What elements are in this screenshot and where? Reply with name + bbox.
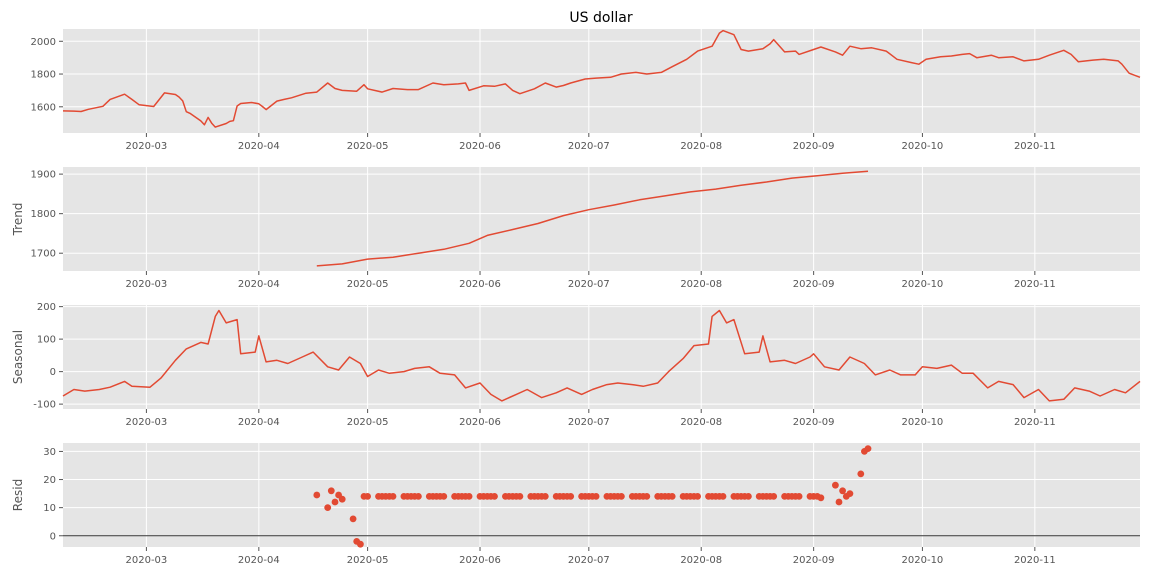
series-line [316, 170, 869, 267]
y-tick-label: 1900 [31, 170, 56, 181]
x-tick-label: 2020-07 [568, 417, 610, 428]
x-tick-label: 2020-08 [680, 279, 722, 290]
resid-point [668, 493, 676, 500]
x-tick-label: 2020-11 [1014, 141, 1056, 152]
y-tick-label: 0 [50, 367, 56, 378]
resid-point [567, 493, 575, 500]
x-tick-label: 2020-09 [793, 141, 835, 152]
x-tick-label: 2020-09 [793, 555, 835, 566]
y-axis-label: Resid [11, 479, 25, 511]
resid-point [839, 487, 846, 495]
resid-point [516, 493, 524, 500]
resid-point [618, 493, 625, 500]
y-axis-label: Trend [11, 203, 25, 237]
resid-point [327, 487, 335, 495]
y-tick-label: 0 [50, 531, 56, 542]
y-tick-label: 30 [43, 447, 56, 458]
resid-point [846, 490, 854, 497]
resid-point [592, 493, 600, 500]
resid-point [857, 470, 865, 478]
x-tick-label: 2020-11 [1014, 279, 1056, 290]
x-tick-label: 2020-10 [902, 279, 944, 290]
resid-point [440, 493, 448, 500]
series-line [62, 29, 1141, 128]
resid-point [349, 515, 357, 523]
x-tick-label: 2020-04 [238, 141, 280, 152]
x-tick-label: 2020-05 [347, 141, 389, 152]
y-tick-label: 1600 [31, 102, 56, 113]
y-tick-label: 2000 [31, 37, 56, 48]
x-tick-label: 2020-11 [1014, 555, 1056, 566]
resid-point [465, 493, 473, 500]
y-tick-label: 20 [43, 475, 56, 486]
resid-point [357, 540, 364, 548]
x-tick-label: 2020-10 [902, 555, 944, 566]
x-tick-label: 2020-03 [126, 141, 168, 152]
x-tick-label: 2020-05 [347, 417, 389, 428]
resid-point [324, 504, 332, 511]
x-tick-label: 2020-03 [126, 555, 168, 566]
y-tick-label: 10 [43, 503, 56, 514]
resid-point [313, 491, 321, 499]
y-tick-label: 200 [37, 302, 56, 313]
resid-point [719, 493, 727, 500]
resid-point [832, 481, 839, 489]
resid-point [694, 493, 701, 500]
x-tick-label: 2020-06 [459, 417, 501, 428]
chart-title: US dollar [569, 10, 632, 26]
y-tick-label: 1800 [31, 209, 56, 220]
x-tick-label: 2020-08 [680, 555, 722, 566]
x-tick-label: 2020-11 [1014, 417, 1056, 428]
y-tick-label: -100 [33, 400, 56, 411]
x-tick-label: 2020-06 [459, 279, 501, 290]
x-tick-label: 2020-10 [902, 417, 944, 428]
resid-point [415, 493, 422, 500]
plot-area [63, 443, 1140, 547]
resid-point [643, 493, 651, 500]
x-tick-label: 2020-10 [902, 141, 944, 152]
plot-area [63, 305, 1140, 409]
x-tick-label: 2020-09 [793, 279, 835, 290]
x-tick-label: 2020-08 [680, 141, 722, 152]
resid-point [389, 493, 397, 500]
x-tick-label: 2020-06 [459, 555, 501, 566]
x-tick-label: 2020-05 [347, 555, 389, 566]
resid-point [795, 493, 803, 500]
x-tick-label: 2020-07 [568, 555, 610, 566]
panel-2: 2020-03 2020-04 2020-05 2020-06 2020-07 2020-… [11, 302, 1141, 428]
y-axis-label: Seasonal [11, 330, 25, 384]
x-tick-label: 2020-09 [793, 417, 835, 428]
x-tick-label: 2020-06 [459, 141, 501, 152]
panel-0: 2020-03 2020-04 2020-05 2020-06 2020-07 2020-… [31, 29, 1141, 152]
resid-point [331, 498, 339, 506]
x-tick-label: 2020-04 [238, 555, 280, 566]
x-tick-label: 2020-07 [568, 279, 610, 290]
resid-point [864, 445, 872, 452]
series-line [62, 309, 1141, 402]
x-tick-label: 2020-03 [126, 417, 168, 428]
x-tick-label: 2020-04 [238, 417, 280, 428]
y-tick-label: 100 [37, 335, 56, 346]
y-tick-label: 1800 [31, 70, 56, 81]
x-tick-label: 2020-04 [238, 279, 280, 290]
resid-point [541, 493, 549, 500]
panel-1: 2020-03 2020-04 2020-05 2020-06 2020-07 2020-… [11, 167, 1140, 290]
resid-point [491, 493, 498, 500]
resid-point [338, 495, 346, 503]
resid-point [770, 493, 778, 500]
x-tick-label: 2020-07 [568, 141, 610, 152]
y-tick-label: 1700 [31, 249, 56, 260]
panel-3: 2020-03 2020-04 2020-05 2020-06 2020-07 2020-… [11, 443, 1140, 566]
resid-point [817, 494, 825, 502]
plot-area [63, 29, 1140, 133]
x-tick-label: 2020-05 [347, 279, 389, 290]
resid-point [745, 493, 752, 500]
x-tick-label: 2020-08 [680, 417, 722, 428]
plot-area [63, 167, 1140, 271]
x-tick-label: 2020-03 [126, 279, 168, 290]
resid-point [364, 493, 371, 500]
resid-point [835, 498, 843, 506]
